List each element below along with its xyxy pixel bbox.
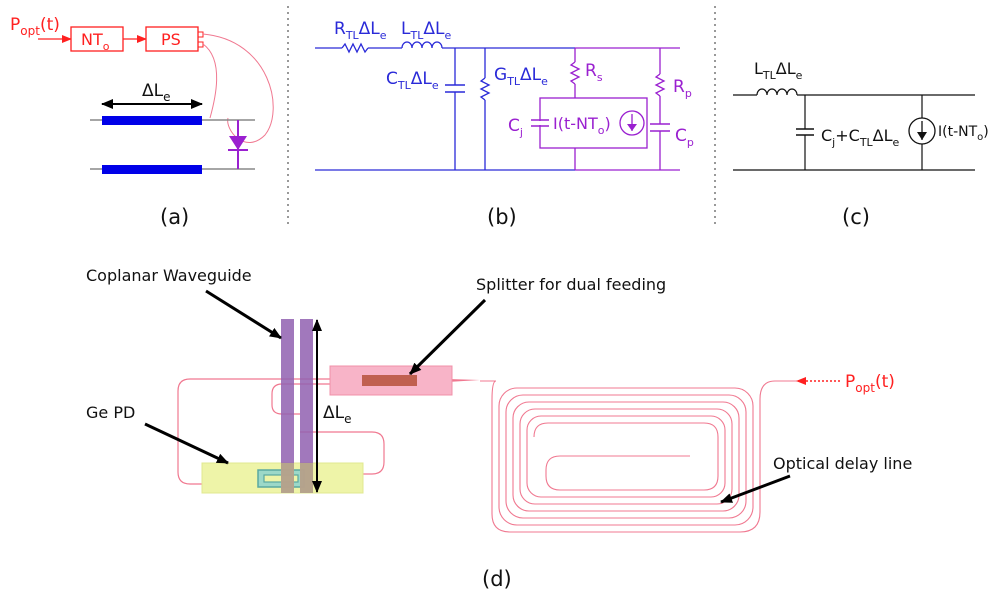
d-cpw-overlap-2 [300, 463, 313, 493]
b-rtl-label: RTLΔLe [334, 19, 387, 42]
b-inductor-ltl [401, 41, 443, 49]
b-gtl-resistor [479, 77, 491, 101]
panel-d: ΔLe Popt(t) Coplanar Waveguide Splitter … [86, 266, 912, 591]
b-ltl-label: LTLΔLe [401, 19, 451, 42]
d-loop-right [300, 431, 385, 475]
b-rp-resistor [654, 73, 666, 97]
b-rp-label: Rp [673, 77, 692, 100]
d-coplanar-arrow [205, 289, 282, 340]
b-resistor-rtl [341, 42, 369, 54]
b-cp-label: Cp [675, 126, 694, 149]
a-fiber-curve-2 [202, 43, 218, 119]
a-ps-port-top [198, 31, 204, 38]
d-delay-spiral [480, 380, 800, 533]
a-electrode-bottom [102, 165, 202, 174]
panel-c: LTLΔLe Cj+CTLΔLe I(t-NTo) (c) [733, 59, 989, 229]
panel-b: RTLΔLe LTLΔLe CTLΔLe GTLΔLe Rs [315, 19, 694, 229]
panel-d-label: (d) [482, 567, 512, 591]
c-source-label: I(t-NTo) [938, 124, 989, 143]
a-electrode-top [102, 116, 202, 125]
c-inductor [756, 88, 798, 96]
panel-b-label: (b) [487, 205, 517, 229]
d-cpw-strip-2 [300, 319, 313, 493]
c-source-arrow-head [917, 132, 927, 140]
d-cpw-overlap-1 [281, 463, 294, 493]
a-popt-label: Popt(t) [10, 15, 60, 38]
b-source-arrow-head [627, 124, 637, 131]
b-cj-gap [538, 121, 542, 125]
d-delay-label: Optical delay line [773, 454, 912, 473]
panel-c-label: (c) [842, 205, 870, 229]
panel-a: Popt(t) NTo PS ΔLe (a) [10, 15, 274, 229]
a-pd-triangle [229, 136, 247, 150]
a-delta-label: ΔLe [142, 81, 171, 104]
a-fiber-curve-1 [202, 33, 274, 143]
d-splitter-arrow [408, 298, 487, 376]
d-cpw-strip-1 [281, 319, 294, 493]
panel-a-label: (a) [160, 205, 189, 229]
a-ps-box [145, 26, 199, 52]
b-cj-label: Cj [508, 116, 523, 139]
d-coplanar-label: Coplanar Waveguide [86, 266, 252, 285]
d-ge-pd-arrow [144, 422, 229, 465]
d-loop-left [177, 378, 330, 485]
d-popt-label: Popt(t) [845, 372, 895, 395]
d-delta-label: ΔLe [323, 403, 352, 426]
a-nt-label: NTo [81, 30, 110, 53]
d-loop-left-inner [271, 383, 330, 415]
b-rs-label: Rs [585, 61, 603, 84]
d-splitter-core [362, 375, 417, 386]
b-rs-resistor [569, 61, 581, 85]
b-gtl-label: GTLΔLe [494, 65, 548, 88]
d-delay-arrow [720, 474, 791, 504]
a-ps-port-bottom [198, 41, 204, 48]
a-ps-label: PS [161, 30, 181, 49]
d-splitter-label: Splitter for dual feeding [476, 275, 666, 294]
d-ge-pd-label: Ge PD [86, 403, 135, 422]
c-cap-label: Cj+CTLΔLe [821, 126, 900, 149]
d-splitter-pad [329, 365, 453, 396]
b-source-label: I(t-NTo) [553, 114, 611, 137]
b-ctl-label: CTLΔLe [386, 69, 439, 92]
c-ltl-label: LTLΔLe [754, 59, 803, 82]
